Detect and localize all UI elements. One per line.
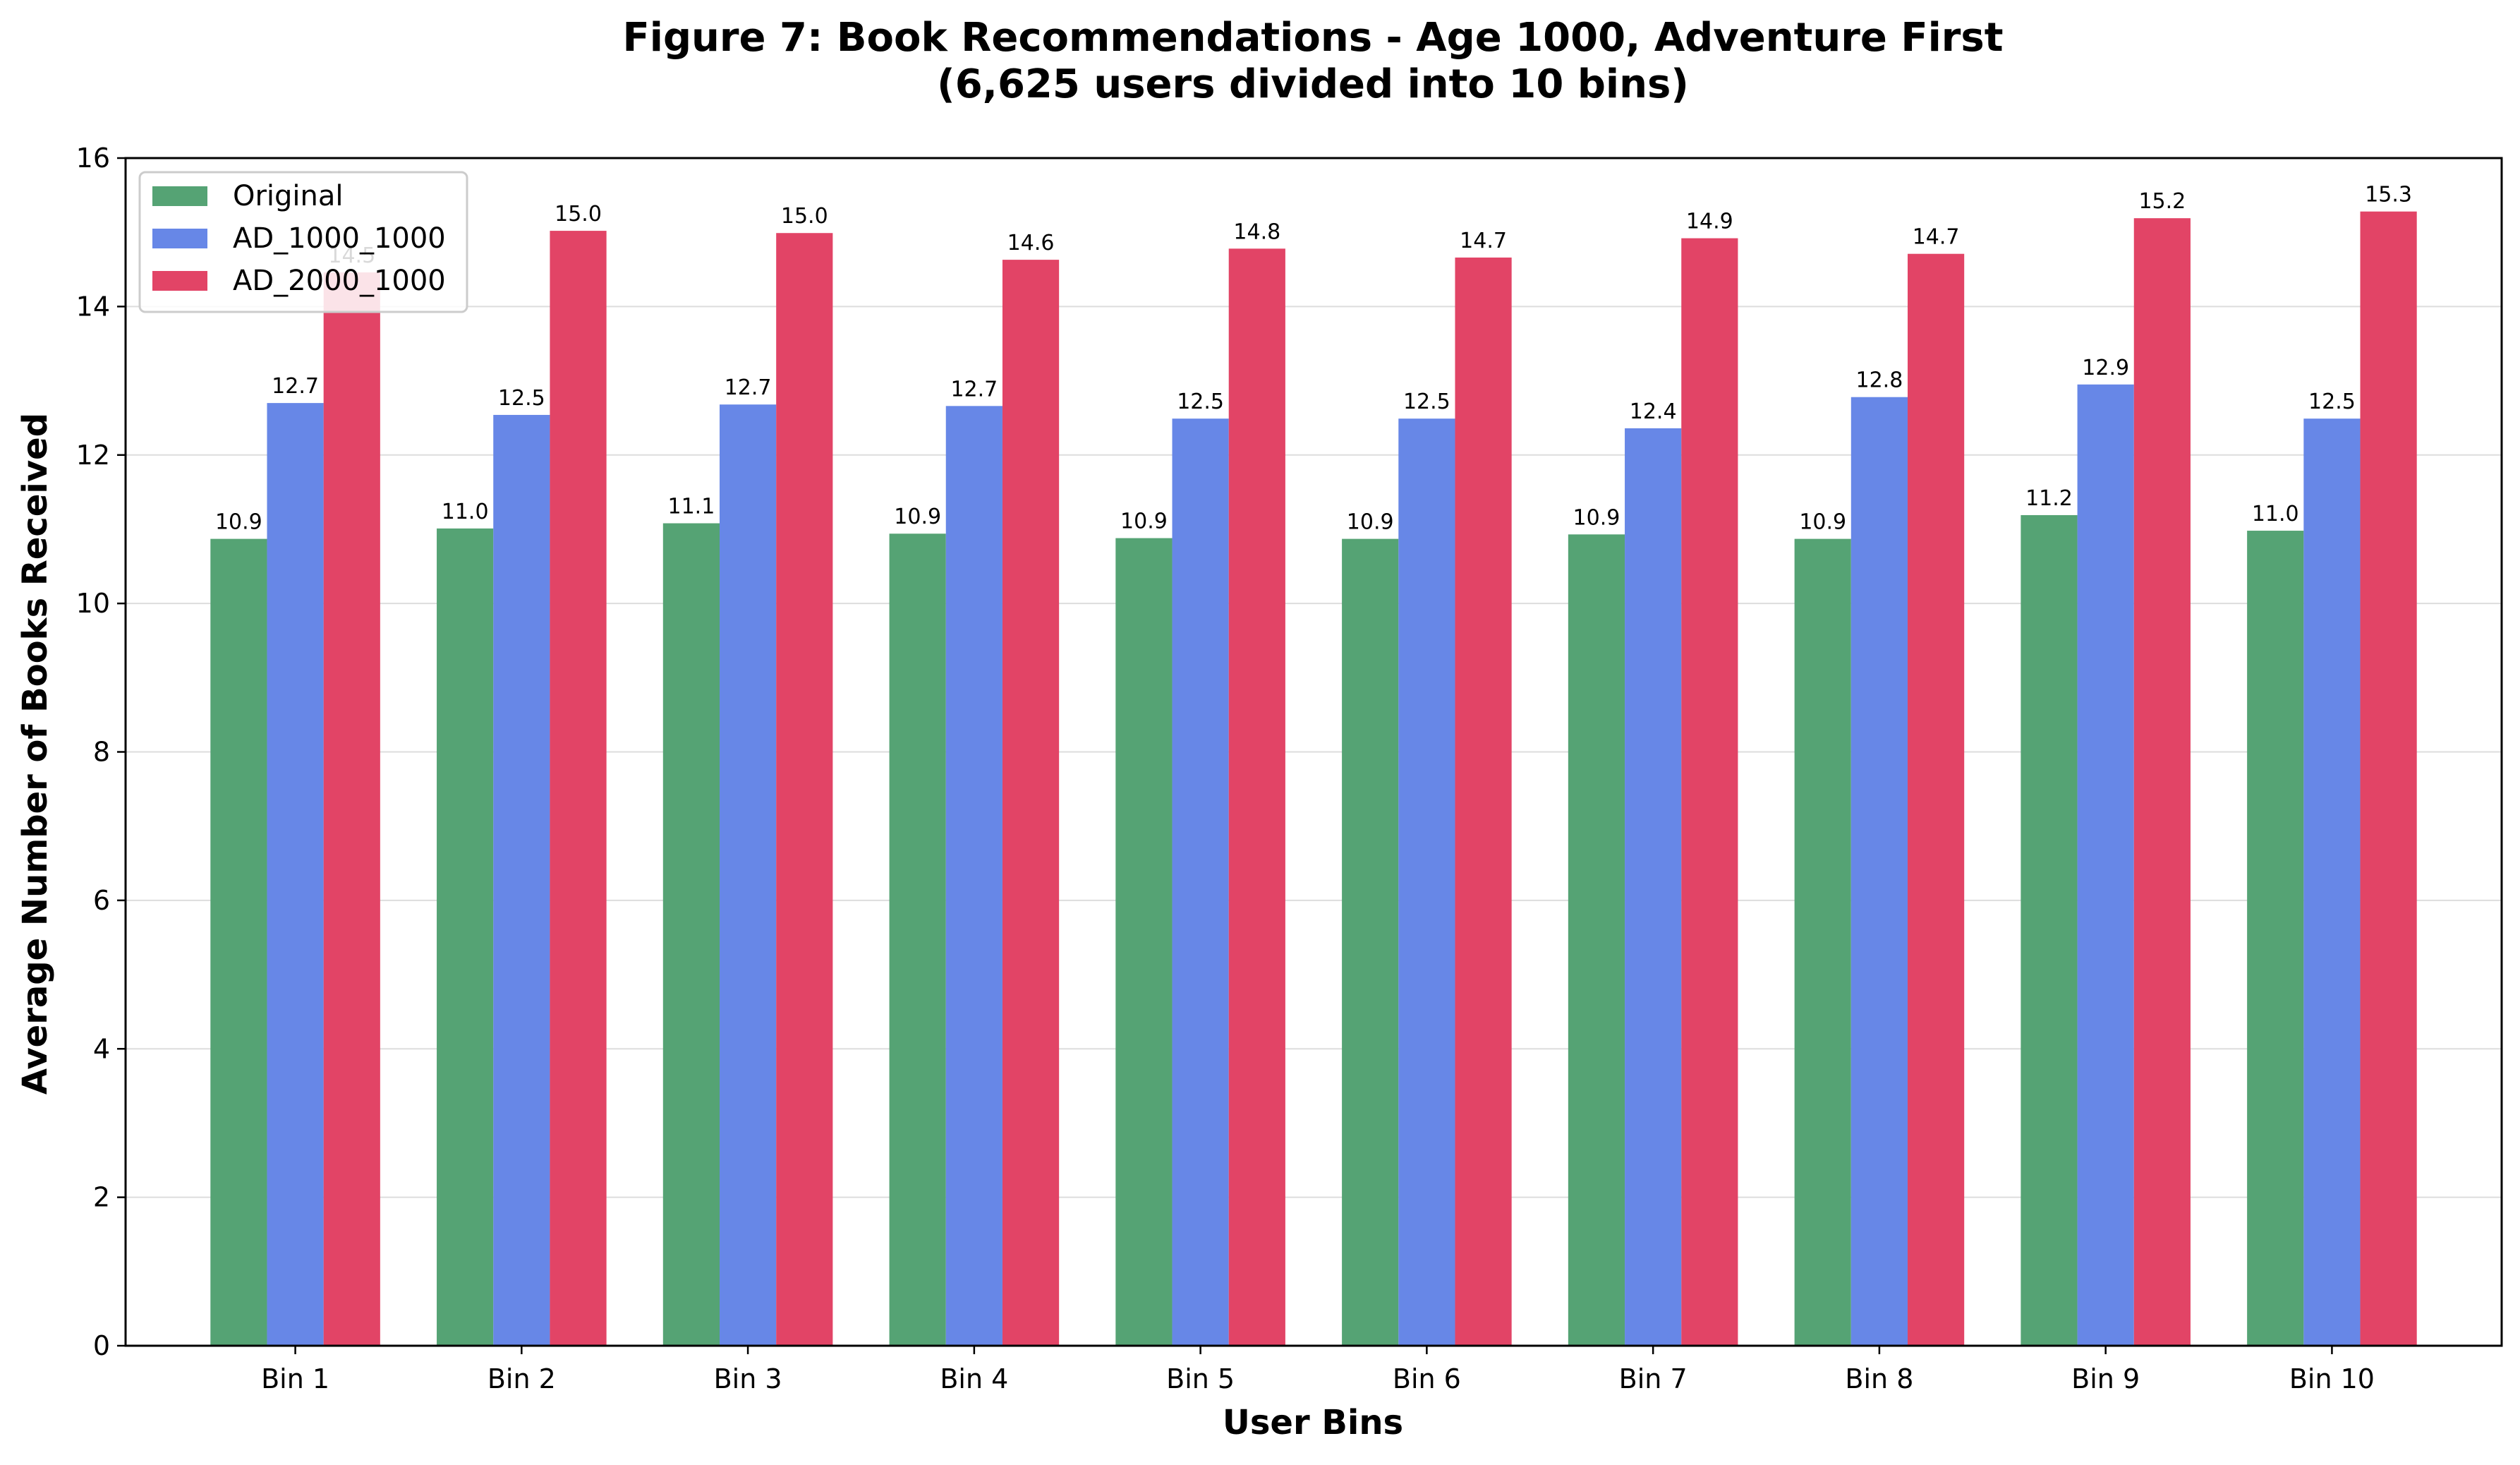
bar [2021,514,2078,1346]
bar-value-label: 12.4 [1630,399,1677,424]
bar [493,414,550,1346]
bar [1794,538,1851,1346]
plot-frame [124,157,2503,1347]
y-tick-label: 16 [76,143,110,174]
bar-value-label: 12.7 [950,377,998,402]
y-tick-label: 14 [76,291,110,322]
bar-value-label: 10.9 [1120,510,1168,534]
x-tick-label: Bin 3 [714,1363,782,1394]
bar [720,404,777,1346]
bar [550,231,607,1346]
bar-value-labels: 10.9 11.0 11.1 10.9 10.9 10.9 10.9 10.9 11.2 11.0… [215,183,2412,535]
y-tick-label: 12 [76,440,110,471]
bars [210,211,2417,1346]
bar-value-label: 15.0 [781,204,828,229]
bar [1908,253,1965,1346]
bar [2303,418,2361,1346]
bar-value-label: 10.9 [1573,505,1621,530]
bar-value-label: 11.2 [2025,486,2073,511]
x-tick-label: Bin 1 [261,1363,329,1394]
bar-value-label: 14.8 [1233,219,1280,244]
chart-title: Figure 7: Book Recommendations - Age 100… [623,15,2004,61]
y-tick-label: 4 [93,1033,110,1064]
chart-subtitle: (6,625 users divided into 10 bins) [937,61,1689,107]
x-tick-label: Bin 6 [1393,1363,1461,1394]
bar-value-label: 15.3 [2365,183,2412,207]
bar [2360,211,2417,1346]
y-tick-label: 6 [93,885,110,916]
legend-entry: AD_1000_1000 [233,222,446,255]
bar [1681,238,1738,1346]
bar-value-label: 11.0 [442,500,489,524]
axes: 0 2 4 6 8 10 12 14 16 Bin 1 Bin 2 Bin 3 Bin 4 Bin 5 Bi… [76,143,2503,1394]
bar-value-label: 12.5 [2308,390,2356,414]
bar-value-label: 10.9 [1799,510,1846,535]
bar [945,406,1002,1346]
x-tick-label: Bin 10 [2289,1363,2375,1394]
bar [1115,538,1173,1346]
bar-value-label: 14.7 [1913,225,1960,250]
bar-value-label: 12.9 [2082,356,2129,380]
x-tick-label: Bin 8 [1845,1363,1913,1394]
bar [889,533,946,1346]
bar [1850,397,1908,1346]
x-tick-label: Bin 2 [487,1363,556,1394]
x-axis-label: User Bins [1223,1403,1403,1442]
bar [210,538,267,1346]
x-tick-label: Bin 7 [1619,1363,1688,1394]
legend-entry: AD_2000_1000 [233,265,446,297]
bar [1002,260,1060,1346]
bar [1398,418,1455,1346]
x-tick-label: Bin 5 [1166,1363,1235,1394]
y-tick-label: 0 [93,1330,110,1361]
bar [2133,218,2191,1346]
bar [323,272,380,1346]
bar-value-label: 12.7 [725,375,772,400]
bar-value-label: 15.2 [2138,189,2186,214]
bar-value-label: 10.9 [1347,510,1394,535]
x-tick-label: Bin 4 [940,1363,1008,1394]
bar [267,403,324,1346]
bar [1228,248,1285,1346]
legend-swatch [152,271,207,291]
bar [437,528,494,1346]
bar [1625,428,1682,1346]
bar [1172,418,1229,1346]
bar-value-label: 14.6 [1007,231,1055,255]
bar [1342,538,1399,1346]
bar-value-label: 12.5 [498,386,545,411]
y-tick-label: 2 [93,1182,110,1213]
bar-value-label: 14.7 [1460,229,1507,253]
bar-value-label: 10.9 [215,510,262,535]
legend-entry: Original [233,180,344,212]
legend-frame [138,171,468,313]
legend-swatch [152,186,207,206]
bar [776,233,833,1346]
bar-value-label: 15.0 [555,202,602,227]
bar-value-label: 11.0 [2252,502,2299,526]
bar [1455,257,1512,1346]
bar [1568,534,1625,1346]
legend: Original AD_1000_1000 AD_2000_1000 [138,171,468,313]
y-tick-label: 8 [93,737,110,768]
bar-value-label: 12.5 [1177,390,1224,414]
bar-value-label: 12.7 [272,374,319,399]
legend-swatch [152,229,207,248]
y-tick-label: 10 [76,588,110,619]
bar-value-label: 12.5 [1403,390,1450,414]
bar-value-label: 10.9 [894,505,941,529]
x-tick-label: Bin 9 [2071,1363,2140,1394]
y-axis-label: Average Number of Books Received [16,413,55,1095]
bar [662,523,720,1346]
bar [2077,384,2134,1346]
bar-value-label: 14.9 [1686,210,1733,234]
bar-value-label: 12.8 [1856,368,1903,393]
bar-value-label: 11.1 [668,495,715,519]
bar [2247,531,2304,1346]
